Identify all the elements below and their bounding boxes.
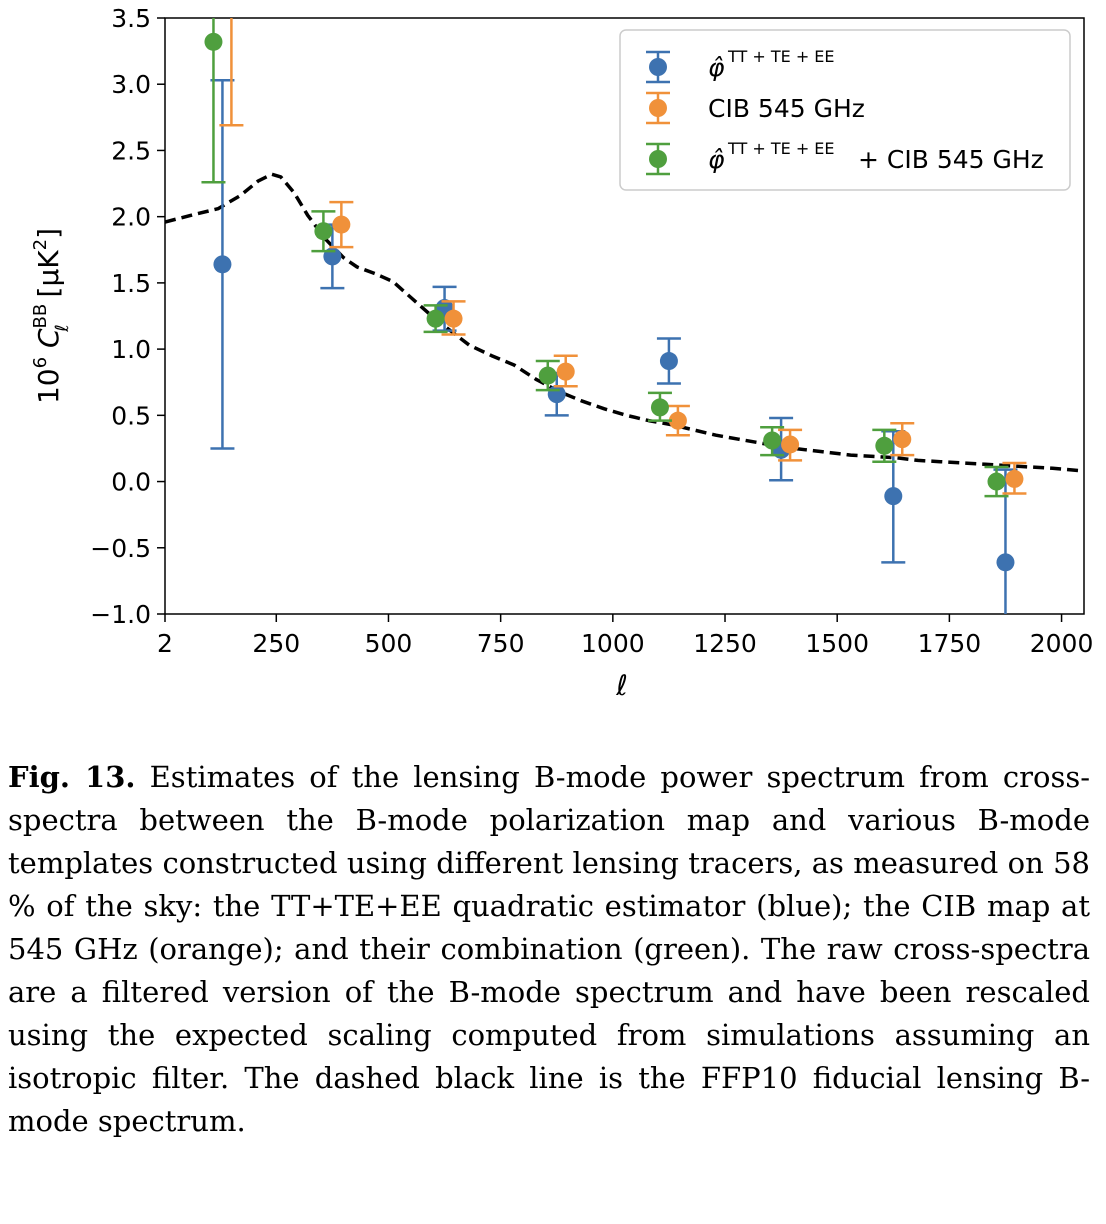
data-point — [538, 366, 557, 385]
x-axis-label: ℓ — [615, 669, 628, 702]
data-point — [314, 222, 333, 241]
chart: 2 250 500 750 1000 1250 1500 1750 2000 −1.0 −0.5 0… — [30, 0, 1093, 702]
x-tick-label: 1250 — [693, 629, 757, 658]
data-point — [781, 435, 800, 454]
legend-marker-blue — [649, 58, 667, 76]
y-tick-label: −1.0 — [90, 600, 151, 629]
data-point — [556, 362, 575, 381]
data-point — [668, 411, 687, 430]
legend-label-3-sup: TT + TE + EE — [727, 139, 835, 158]
series-2 — [201, 18, 1009, 498]
x-tick-label: 250 — [252, 629, 300, 658]
y-tick-label: 1.5 — [111, 269, 151, 298]
y-tick-label: 1.0 — [111, 335, 151, 364]
y-tick-label: 3.5 — [111, 4, 151, 33]
legend-label-1-sup: TT + TE + EE — [727, 47, 835, 66]
data-point — [1005, 469, 1024, 488]
y-tick-label: 3.0 — [111, 70, 151, 99]
data-point — [213, 255, 232, 274]
x-tick-label: 1750 — [918, 629, 982, 658]
fiducial-curve-layer — [165, 172, 1084, 473]
legend-marker-orange — [649, 99, 667, 117]
x-tick-label: 1000 — [581, 629, 645, 658]
legend-entry-orange: CIB 545 GHz — [646, 91, 865, 125]
data-point — [547, 385, 566, 404]
legend-label-3-tail: + CIB 545 GHz — [858, 145, 1044, 174]
data-point — [659, 352, 678, 371]
y-axis: −1.0 −0.5 0.0 0.5 1.0 1.5 2.0 2.5 3.0 3.5 — [90, 4, 165, 629]
data-point — [426, 309, 445, 328]
legend: φ̂ TT + TE + EE CIB 545 GHz φ̂ TT + TE +… — [619, 29, 1071, 191]
y-tick-label: 2.0 — [111, 203, 151, 232]
x-tick-label: 750 — [477, 629, 525, 658]
data-point — [332, 215, 351, 234]
plot-frame — [164, 17, 1085, 615]
legend-marker-green — [649, 150, 667, 168]
y-axis-label: 106 CBBℓ [μK2] — [30, 228, 73, 404]
x-tick-label: 2000 — [1030, 629, 1094, 658]
data-point — [893, 430, 912, 449]
legend-entry-green: φ̂ TT + TE + EE + CIB 545 GHz — [646, 139, 1044, 176]
data-point — [875, 436, 894, 455]
y-tick-label: 0.0 — [111, 468, 151, 497]
x-tick-label: 2 — [157, 629, 173, 658]
legend-label-3-main: φ̂ — [708, 145, 725, 174]
data-point — [222, 0, 240, 1]
data-point — [987, 472, 1006, 491]
y-tick-label: 2.5 — [111, 136, 151, 165]
figure-caption: Fig. 13. Estimates of the lensing B-mode… — [8, 756, 1090, 1143]
data-point — [444, 309, 463, 328]
legend-box — [619, 29, 1071, 191]
data-point — [884, 487, 903, 506]
data-point — [996, 553, 1015, 572]
data-points-layer — [201, 0, 1027, 614]
y-tick-label: −0.5 — [90, 534, 151, 563]
data-point — [204, 32, 223, 51]
legend-label-1-main: φ̂ — [708, 53, 725, 82]
series-1 — [219, 0, 1027, 495]
x-axis: 2 250 500 750 1000 1250 1500 1750 2000 — [157, 614, 1093, 658]
data-point — [763, 431, 782, 450]
y-tick-label: 0.5 — [111, 401, 151, 430]
legend-entry-blue: φ̂ TT + TE + EE — [646, 47, 835, 84]
legend-label-2: CIB 545 GHz — [708, 94, 865, 123]
caption-label: Fig. 13. — [8, 760, 136, 794]
fiducial-lensing-curve — [165, 172, 1084, 473]
data-point — [650, 398, 669, 417]
x-tick-label: 500 — [365, 629, 413, 658]
caption-text: Estimates of the lensing B-mode power sp… — [8, 760, 1091, 1138]
x-tick-label: 1500 — [805, 629, 869, 658]
